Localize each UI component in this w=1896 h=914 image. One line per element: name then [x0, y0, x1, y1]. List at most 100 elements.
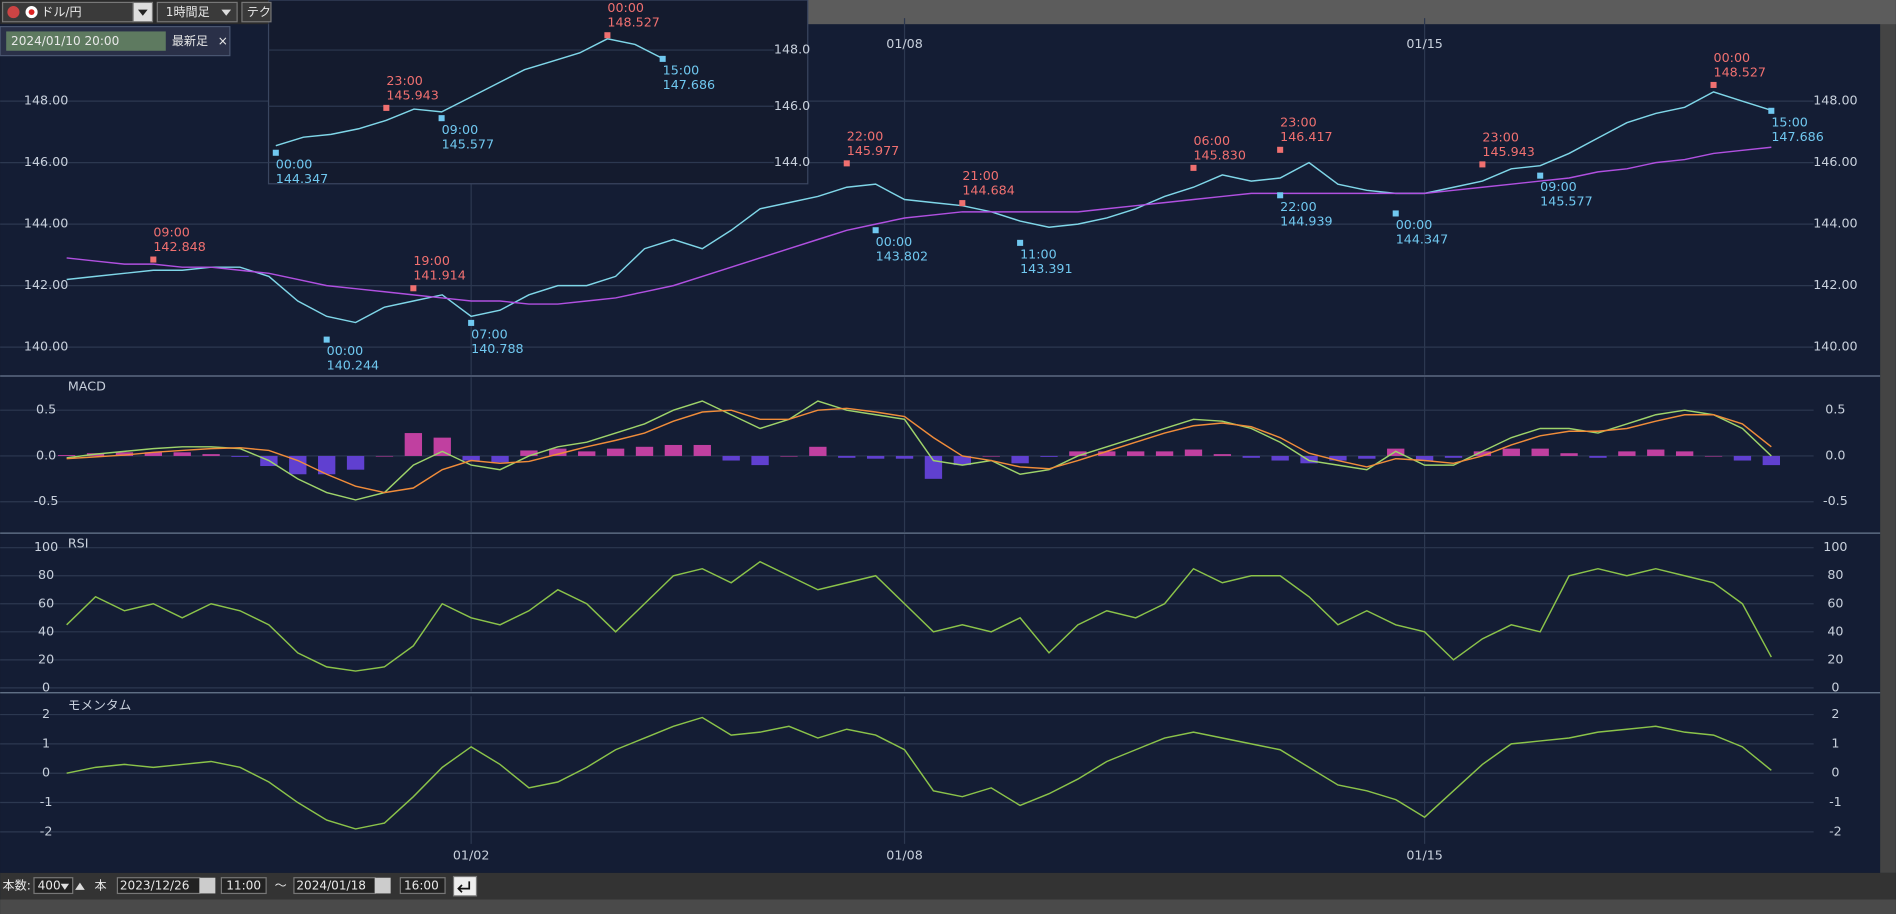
histogram-bar — [1155, 451, 1174, 456]
high-time: 23:00 — [1482, 129, 1519, 144]
low-time: 09:00 — [1540, 179, 1577, 194]
histogram-bar — [1473, 451, 1492, 456]
high-value: 146.417 — [1280, 129, 1332, 144]
histogram-bar — [1300, 455, 1318, 464]
start-time-field[interactable] — [220, 877, 267, 895]
y-tick-label: 20 — [1827, 651, 1843, 666]
histogram-bar — [202, 454, 220, 456]
histogram-bar — [606, 448, 625, 456]
low-time: 15:00 — [663, 62, 700, 77]
tech-button[interactable] — [241, 1, 272, 23]
histogram-bar — [751, 455, 769, 466]
low-time: 00:00 — [1396, 217, 1433, 232]
high-marker — [383, 104, 390, 111]
histogram-bar — [1560, 453, 1578, 456]
high-time: 00:00 — [607, 0, 644, 15]
high-time: 23:00 — [386, 73, 423, 88]
histogram-bar — [375, 455, 394, 457]
panel-title: MACD — [68, 378, 106, 393]
high-marker — [843, 160, 850, 167]
count-field[interactable] — [33, 877, 74, 895]
dropdown-arrow — [221, 9, 232, 16]
high-time: 23:00 — [1280, 115, 1317, 130]
y-tick-label: 144.00 — [24, 216, 68, 231]
series-line — [275, 38, 664, 147]
histogram-bar — [1329, 455, 1347, 461]
y-tick-label: 0 — [42, 765, 50, 780]
y-tick-label: 146.00 — [1813, 154, 1857, 169]
histogram-bar — [433, 437, 451, 456]
histogram-bar — [1011, 455, 1029, 464]
histogram-bar — [722, 455, 740, 461]
count-down[interactable] — [60, 883, 70, 890]
y-tick-label: 0 — [1831, 679, 1839, 694]
low-time: 09:00 — [442, 122, 479, 137]
high-marker — [604, 32, 611, 39]
high-time: 22:00 — [847, 128, 884, 143]
low-value: 145.577 — [1540, 194, 1592, 209]
histogram-bar — [982, 455, 1000, 457]
low-value: 144.347 — [1396, 232, 1448, 247]
low-marker — [438, 115, 445, 122]
start-date: 2023/12/26 — [120, 879, 190, 893]
low-marker — [323, 336, 330, 343]
apply-icon — [457, 881, 471, 893]
series-line — [66, 407, 1772, 494]
low-time: 11:00 — [1020, 246, 1057, 261]
series-line — [66, 560, 1772, 672]
histogram-bar — [1242, 455, 1260, 458]
low-marker — [872, 227, 879, 234]
high-value: 145.943 — [386, 87, 438, 102]
right-strip — [1880, 0, 1896, 873]
high-time: 09:00 — [153, 224, 190, 239]
timeframe-select[interactable] — [156, 1, 238, 23]
x-tick-label: 01/08 — [886, 36, 923, 51]
cursor-time-field[interactable] — [6, 31, 166, 51]
end-calendar[interactable] — [374, 877, 391, 894]
y-tick-label: 1 — [1831, 735, 1839, 750]
high-marker — [1190, 164, 1197, 171]
low-time: 07:00 — [471, 326, 508, 341]
histogram-bar — [404, 433, 423, 456]
low-time: 15:00 — [1771, 114, 1808, 129]
histogram-bar — [635, 446, 654, 456]
count-up[interactable] — [75, 882, 85, 890]
y-tick-label: 0 — [42, 679, 50, 694]
histogram-bar — [520, 450, 538, 456]
low-value: 140.244 — [327, 358, 379, 373]
start-calendar[interactable] — [199, 877, 216, 894]
low-marker — [272, 149, 279, 156]
y-tick-label: -1 — [40, 794, 53, 809]
low-marker — [1768, 107, 1775, 114]
histogram-bar — [1647, 449, 1665, 456]
histogram-bar — [1415, 455, 1434, 461]
apply-button[interactable] — [452, 875, 478, 897]
y-tick-label: -0.5 — [1823, 493, 1848, 508]
x-tick-label: 01/02 — [453, 847, 490, 862]
close-button[interactable]: × — [218, 34, 228, 48]
y-tick-label: 142.00 — [24, 277, 68, 292]
low-value: 144.347 — [276, 171, 328, 186]
histogram-bar — [346, 455, 365, 470]
end-time-field[interactable] — [399, 877, 446, 895]
latest-button[interactable]: 最新足 — [172, 34, 208, 48]
histogram-bar — [1704, 455, 1723, 457]
jp-flag-dot — [28, 9, 35, 15]
histogram-bar — [1531, 448, 1549, 456]
y-tick-label: 140.00 — [24, 339, 68, 354]
histogram-bar — [1762, 455, 1780, 466]
high-value: 145.977 — [847, 143, 899, 158]
y-tick-label: 144.00 — [1813, 216, 1857, 231]
y-tick-label: 60 — [38, 595, 54, 610]
low-value: 140.788 — [471, 341, 523, 356]
high-marker — [410, 285, 417, 292]
y-tick-label: 0 — [1831, 765, 1839, 780]
histogram-bar — [1387, 448, 1405, 456]
histogram-bar — [809, 446, 827, 456]
y-tick-label: 148.0 — [774, 42, 810, 57]
histogram-bar — [1040, 455, 1058, 457]
histogram-bar — [144, 452, 162, 456]
window-area — [807, 0, 1896, 25]
